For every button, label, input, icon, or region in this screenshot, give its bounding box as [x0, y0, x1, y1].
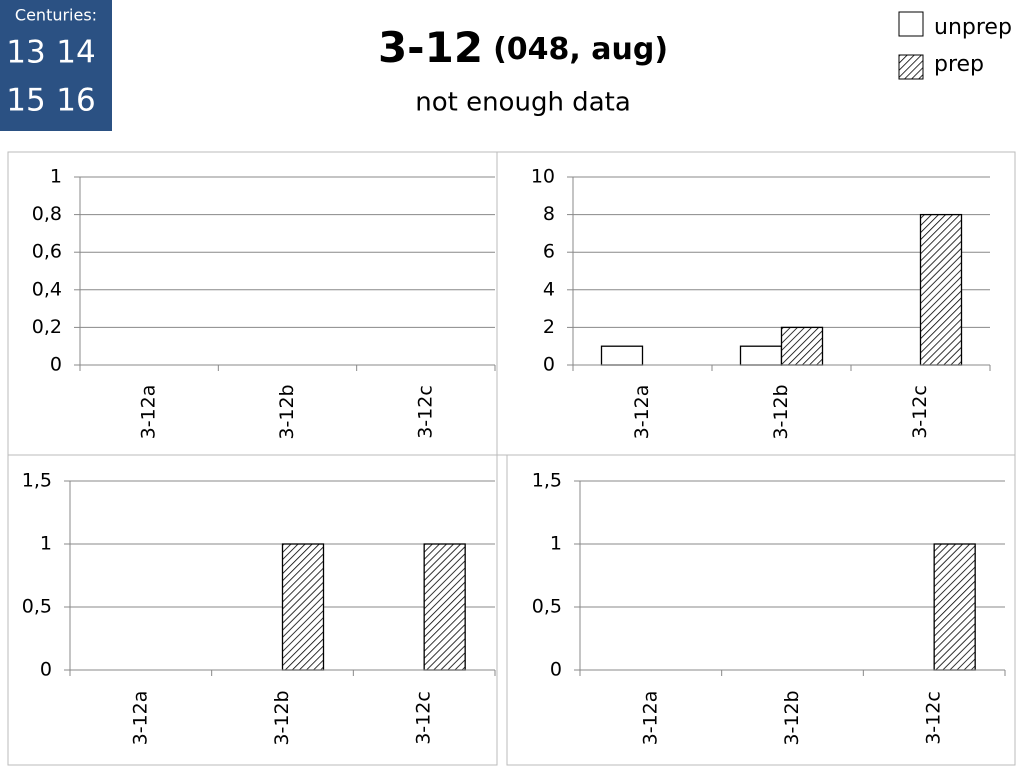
- title-note: (048, aug): [493, 32, 668, 67]
- x-tick-label: 3-12c: [923, 691, 945, 745]
- x-tick-label: 3-12a: [631, 385, 653, 440]
- legend-label: prep: [934, 52, 984, 77]
- bar: [739, 345, 783, 366]
- y-tick-label: 6: [543, 241, 555, 263]
- y-tick-label: 0: [40, 659, 52, 681]
- x-tick-label: 3-12c: [909, 385, 931, 439]
- century[interactable]: 16: [56, 83, 95, 119]
- centuries-label: Centuries:: [15, 6, 97, 25]
- bar: [600, 345, 644, 366]
- bar: [919, 213, 963, 366]
- y-tick-label: 8: [543, 203, 555, 225]
- century[interactable]: 13: [6, 35, 45, 71]
- bar: [423, 543, 466, 671]
- chart-frame: [7, 454, 498, 766]
- legend-swatch: [898, 54, 924, 80]
- century[interactable]: 14: [56, 35, 95, 71]
- x-tick-label: 3-12a: [138, 385, 160, 440]
- y-tick-label: 1,5: [22, 470, 52, 492]
- y-tick-label: 0: [550, 659, 562, 681]
- title: 3-12 (048, aug): [378, 23, 668, 72]
- x-tick-label: 3-12b: [770, 384, 792, 439]
- x-tick-label: 3-12a: [639, 691, 661, 746]
- century[interactable]: 15: [6, 83, 45, 119]
- y-tick-label: 1,5: [532, 470, 562, 492]
- y-tick-label: 0,8: [32, 203, 62, 225]
- y-tick-label: 1: [50, 166, 62, 188]
- y-tick-label: 1: [40, 533, 52, 555]
- legend-label: unprep: [934, 15, 1012, 40]
- x-tick-label: 3-12c: [414, 385, 436, 439]
- x-tick-label: 3-12b: [276, 384, 298, 439]
- bar: [281, 543, 325, 671]
- x-tick-label: 3-12c: [413, 691, 435, 745]
- chart-frame: [7, 151, 498, 456]
- y-tick-label: 2: [543, 316, 555, 338]
- bar: [780, 326, 824, 366]
- y-tick-label: 1: [550, 533, 562, 555]
- y-tick-label: 0,2: [32, 316, 62, 338]
- y-tick-label: 4: [543, 278, 555, 300]
- y-tick-label: 0,5: [532, 596, 562, 618]
- y-tick-label: 10: [531, 166, 555, 188]
- x-tick-label: 3-12b: [781, 690, 803, 745]
- legend-swatch: [898, 11, 924, 37]
- title-main: 3-12: [378, 23, 483, 72]
- y-tick-label: 0,4: [32, 278, 62, 300]
- centuries-box: [0, 0, 112, 131]
- y-tick-label: 0: [50, 354, 62, 376]
- y-tick-label: 0,6: [32, 241, 62, 263]
- bar: [933, 543, 976, 671]
- x-tick-label: 3-12b: [271, 690, 293, 745]
- y-tick-label: 0,5: [22, 596, 52, 618]
- subtitle: not enough data: [415, 88, 631, 118]
- x-tick-label: 3-12a: [129, 691, 151, 746]
- y-tick-label: 0: [543, 354, 555, 376]
- chart-frame: [506, 454, 1016, 766]
